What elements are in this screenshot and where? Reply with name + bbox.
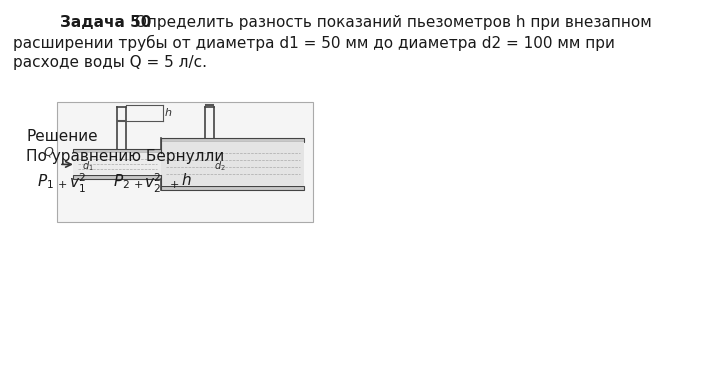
Text: $v_1^2$: $v_1^2$ (69, 172, 86, 195)
Bar (161, 138, 304, 142)
Text: По уравнению Бернулли: По уравнению Бернулли (26, 149, 225, 164)
Text: $d_1$: $d_1$ (82, 160, 94, 173)
Text: +: + (58, 180, 68, 190)
Bar (161, 142, 304, 186)
Bar (57, 102, 313, 222)
Text: $h$: $h$ (181, 172, 192, 188)
Text: Задача 50: Задача 50 (60, 15, 151, 30)
Text: расширении трубы от диаметра d1 = 50 мм до диаметра d2 = 100 мм при: расширении трубы от диаметра d1 = 50 мм … (14, 35, 615, 51)
Bar (73, 175, 161, 179)
Text: Определить разность показаний пьезометров h при внезапном: Определить разность показаний пьезометро… (130, 15, 652, 30)
Text: Q: Q (44, 145, 53, 159)
Bar (161, 186, 304, 190)
Text: расходе воды Q = 5 л/с.: расходе воды Q = 5 л/с. (14, 55, 207, 70)
Text: $P_2$: $P_2$ (112, 172, 130, 191)
Text: Решение: Решение (26, 129, 98, 144)
Bar (73, 149, 161, 153)
Text: h: h (164, 108, 172, 119)
Text: $d_2$: $d_2$ (214, 160, 226, 173)
Text: +: + (170, 180, 179, 190)
Text: $P_1$: $P_1$ (37, 172, 54, 191)
Bar (73, 153, 161, 175)
Text: +: + (134, 180, 143, 190)
Text: $v_2^2$: $v_2^2$ (144, 172, 161, 195)
